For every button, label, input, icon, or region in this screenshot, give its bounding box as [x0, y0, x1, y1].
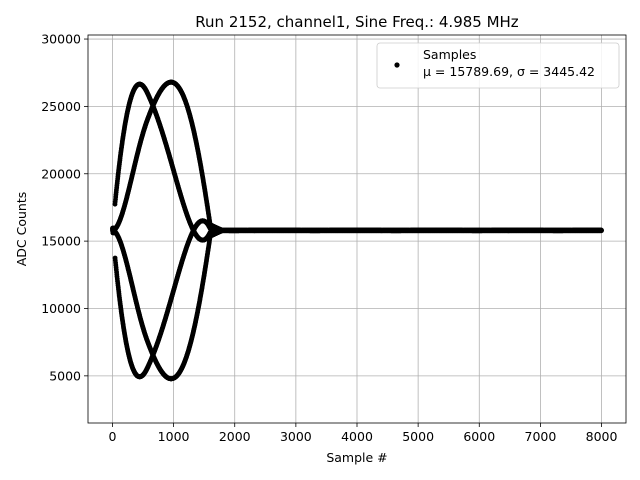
chart-title: Run 2152, channel1, Sine Freq.: 4.985 MH… — [195, 13, 519, 31]
data-points — [110, 79, 604, 382]
